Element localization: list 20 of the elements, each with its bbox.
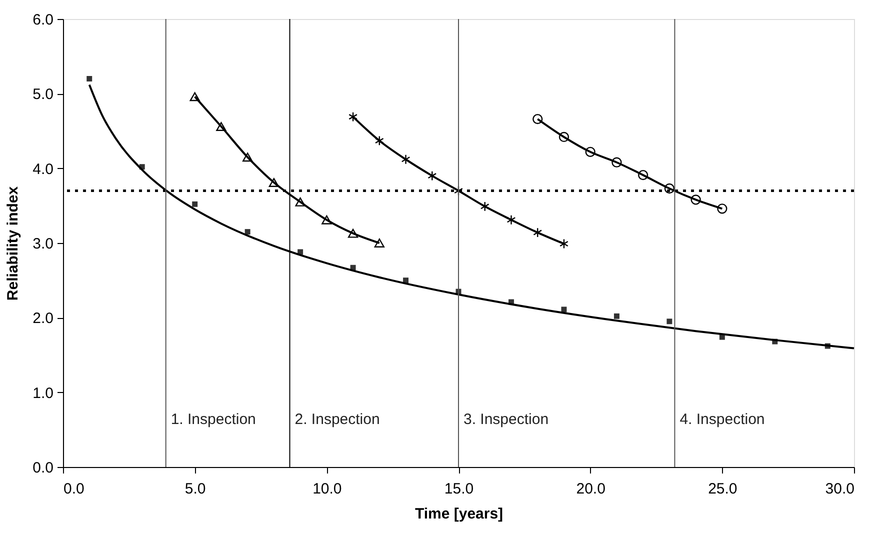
y-tick-label: 0.0 [32, 460, 54, 476]
y-tick-label: 3.0 [32, 236, 54, 252]
x-tick-label: 30.0 [825, 480, 854, 498]
ref-line-label: 1. Inspection [170, 411, 256, 428]
x-axis-title: Time [years] [414, 506, 504, 522]
y-tick-label: 5.0 [32, 86, 54, 104]
x-tick-label: 10.0 [312, 480, 342, 498]
y-axis-title: Reliability index [4, 186, 22, 301]
x-tick-label: 20.0 [576, 480, 606, 498]
x-tick-label: 0.0 [64, 480, 84, 498]
x-tick-label: 5.0 [184, 480, 206, 498]
y-tick-label: 2.0 [32, 310, 54, 328]
y-tick-label: 4.0 [32, 160, 54, 178]
x-tick-label: 25.0 [708, 480, 738, 498]
y-tick-label: 1.0 [32, 384, 54, 402]
ref-line-label: 3. Inspection [464, 411, 549, 428]
ref-line-label: 2. Inspection [294, 411, 380, 428]
ref-line-label: 4. Inspection [680, 411, 765, 428]
x-tick-label: 15.0 [444, 480, 474, 498]
y-tick-label: 6.0 [32, 12, 54, 28]
